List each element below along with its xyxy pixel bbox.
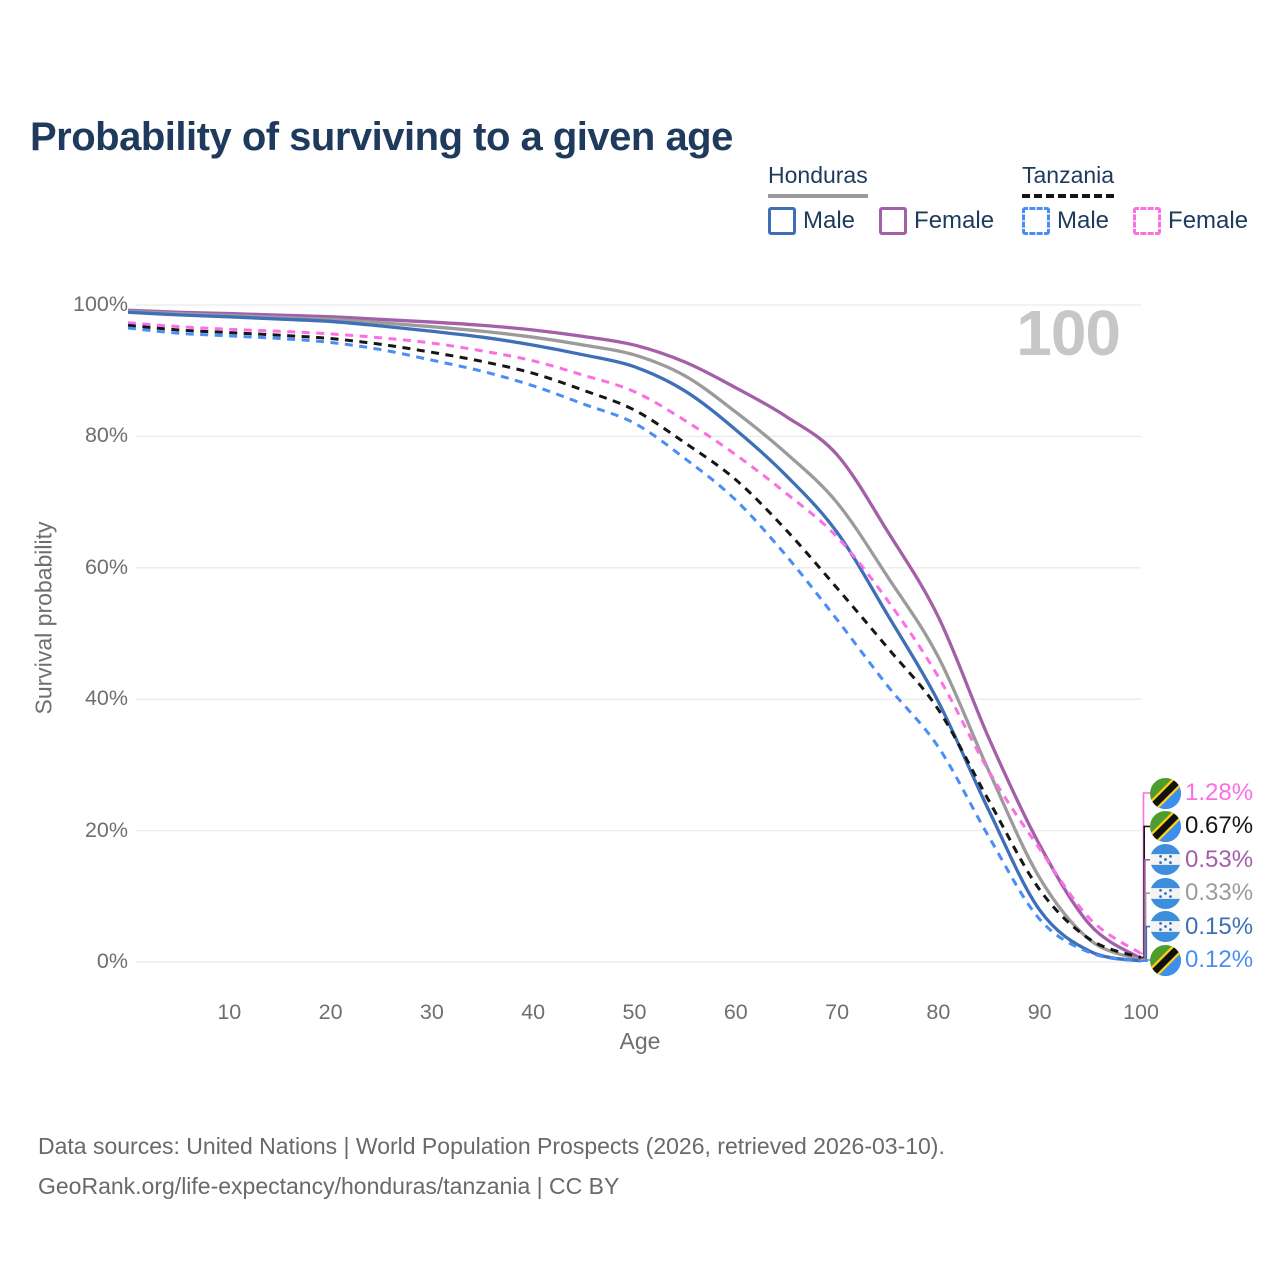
legend-header-honduras[interactable]: Honduras: [768, 162, 868, 198]
tanzania-flag-icon: [1150, 777, 1181, 809]
x-tick-20: 20: [318, 1000, 343, 1024]
honduras-flag-icon: [1150, 844, 1181, 876]
series-line-tanzania-both-sexes[interactable]: [127, 323, 1142, 960]
x-tick-90: 90: [1027, 1000, 1052, 1024]
end-label-value: 0.33%: [1185, 879, 1254, 907]
footer-attribution-link[interactable]: GeoRank.org/life-expectancy/honduras/tan…: [38, 1173, 620, 1199]
end-label-value: 0.53%: [1185, 845, 1254, 873]
y-tick-20: 20%: [84, 817, 128, 842]
legend-label-tanzania-male: Male: [1057, 207, 1110, 234]
series-line-tanzania-male[interactable]: [127, 326, 1142, 963]
x-tick-70: 70: [825, 1000, 850, 1024]
end-label-tanzania-male: 0.12%: [1150, 944, 1253, 976]
legend-swatch-tanzania-female: [1133, 207, 1162, 235]
series-line-honduras-male[interactable]: [127, 310, 1142, 963]
legend-item-honduras-female[interactable]: Female: [879, 207, 994, 235]
legend-label-tanzania-female: Female: [1168, 207, 1249, 234]
x-tick-100: 100: [1123, 1000, 1159, 1024]
legend-label-honduras-female: Female: [914, 207, 995, 234]
x-tick-50: 50: [622, 1000, 647, 1024]
honduras-flag-icon: [1150, 877, 1181, 909]
legend-swatch-tanzania-male: [1022, 207, 1050, 235]
end-label-value: 1.28%: [1185, 779, 1254, 806]
end-label-honduras-both-sexes: 0.33%: [1150, 877, 1253, 909]
legend-label-honduras-male: Male: [803, 207, 856, 234]
leader-line-honduras-male: [1141, 925, 1150, 962]
end-label-tanzania-both-sexes: 0.67%: [1150, 810, 1253, 842]
leader-line-tanzania-male: [1141, 959, 1150, 963]
x-axis-title: Age: [619, 1028, 661, 1054]
tanzania-flag-icon: [1150, 810, 1181, 842]
hovered-age-watermark: 100: [1016, 297, 1121, 369]
x-tick-60: 60: [723, 1000, 748, 1024]
end-label-honduras-female: 0.53%: [1150, 844, 1253, 876]
legend-item-tanzania-female[interactable]: Female: [1133, 207, 1248, 235]
end-label-value: 0.15%: [1185, 912, 1254, 940]
y-tick-60: 60%: [84, 554, 128, 579]
series-line-honduras-both-sexes[interactable]: [127, 309, 1142, 962]
end-label-honduras-male: 0.15%: [1150, 911, 1253, 943]
x-tick-10: 10: [217, 1000, 242, 1024]
y-tick-100: 100%: [73, 292, 128, 316]
legend-swatch-honduras-female: [879, 207, 908, 235]
series-line-tanzania-female[interactable]: [127, 321, 1142, 955]
x-tick-80: 80: [926, 1000, 951, 1024]
y-tick-80: 80%: [84, 423, 128, 448]
legend-group-honduras: Honduras Male Female: [768, 162, 994, 235]
y-tick-0: 0%: [96, 949, 128, 973]
legend-item-tanzania-male[interactable]: Male: [1022, 207, 1109, 235]
end-label-value: 0.12%: [1185, 946, 1254, 973]
page-title: Probability of surviving to a given age: [30, 114, 733, 159]
tanzania-flag-icon: [1150, 944, 1181, 976]
x-tick-30: 30: [419, 1000, 444, 1024]
end-label-value: 0.67%: [1185, 812, 1254, 840]
legend-swatch-honduras-male: [768, 207, 796, 235]
honduras-flag-icon: [1150, 911, 1181, 943]
legend-header-tanzania[interactable]: Tanzania: [1022, 162, 1115, 198]
end-label-tanzania-female: 1.28%: [1150, 777, 1253, 809]
legend-group-tanzania: Tanzania Male Female: [1022, 162, 1248, 235]
x-tick-40: 40: [521, 1000, 546, 1024]
y-tick-40: 40%: [84, 686, 128, 711]
series-line-honduras-female[interactable]: [127, 308, 1142, 960]
legend-item-honduras-male[interactable]: Male: [768, 207, 855, 235]
footer-data-sources: Data sources: United Nations | World Pop…: [38, 1133, 945, 1159]
